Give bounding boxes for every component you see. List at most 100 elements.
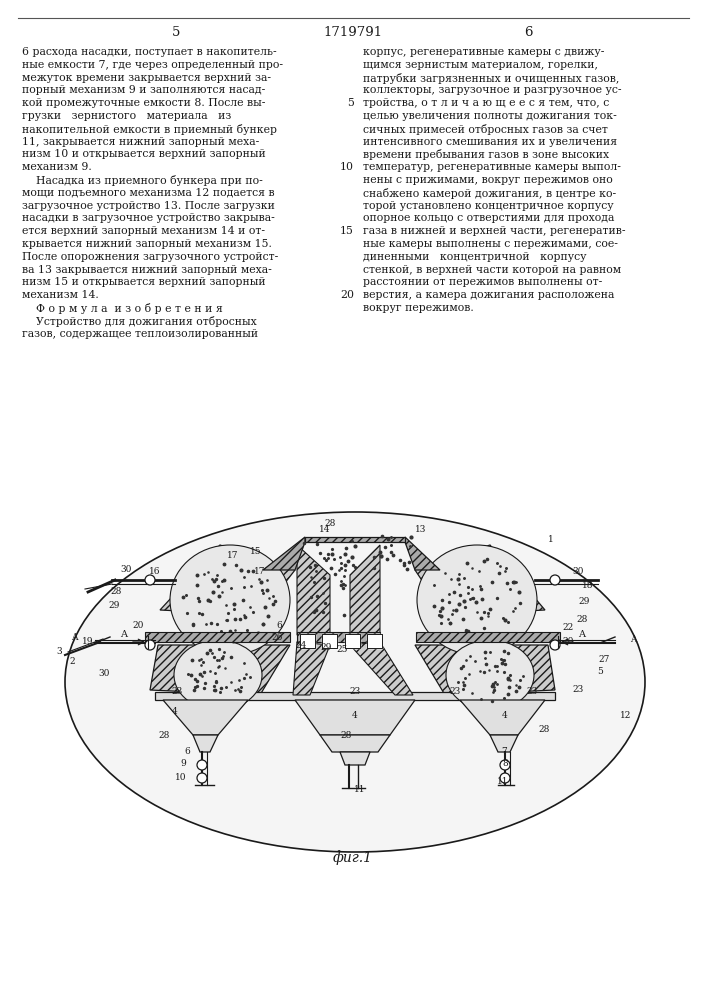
Text: 11: 11 bbox=[496, 778, 508, 786]
Text: 30: 30 bbox=[121, 566, 132, 574]
Text: 20: 20 bbox=[133, 620, 144, 630]
Text: 3: 3 bbox=[57, 648, 62, 656]
Text: времени пребывания газов в зоне высоких: времени пребывания газов в зоне высоких bbox=[363, 149, 609, 160]
Text: 11, закрывается нижний запорный меха-: 11, закрывается нижний запорный меха- bbox=[22, 137, 259, 147]
Text: 23: 23 bbox=[572, 686, 583, 694]
Text: 22: 22 bbox=[562, 624, 573, 633]
Polygon shape bbox=[293, 642, 330, 695]
Circle shape bbox=[500, 773, 510, 783]
Text: 18: 18 bbox=[582, 580, 593, 589]
Text: 23: 23 bbox=[171, 688, 182, 696]
Ellipse shape bbox=[65, 512, 645, 852]
Text: 28: 28 bbox=[340, 730, 351, 740]
Polygon shape bbox=[297, 545, 330, 635]
Text: A: A bbox=[120, 630, 127, 639]
Polygon shape bbox=[416, 632, 560, 642]
Text: 29: 29 bbox=[578, 597, 590, 606]
Ellipse shape bbox=[174, 640, 262, 710]
Text: ные емкости 7, где через определенный про-: ные емкости 7, где через определенный пр… bbox=[22, 60, 283, 70]
Polygon shape bbox=[415, 545, 545, 615]
Polygon shape bbox=[345, 634, 360, 648]
Text: A: A bbox=[630, 636, 636, 645]
Polygon shape bbox=[263, 537, 305, 570]
Text: 10: 10 bbox=[175, 774, 186, 782]
Text: 14: 14 bbox=[318, 526, 330, 534]
Text: загрузочное устройство 13. После загрузки: загрузочное устройство 13. После загрузк… bbox=[22, 201, 275, 211]
Text: 23: 23 bbox=[527, 688, 538, 696]
Text: 13: 13 bbox=[415, 526, 426, 534]
Polygon shape bbox=[150, 645, 290, 695]
Text: 5: 5 bbox=[597, 668, 603, 676]
Text: 27: 27 bbox=[598, 656, 609, 664]
Text: 5: 5 bbox=[347, 98, 354, 108]
Text: Устройство для дожигания отбросных: Устройство для дожигания отбросных bbox=[22, 316, 257, 327]
Text: 9: 9 bbox=[180, 760, 186, 768]
Text: крывается нижний запорный механизм 15.: крывается нижний запорный механизм 15. bbox=[22, 239, 272, 249]
Text: 17: 17 bbox=[226, 550, 238, 560]
Polygon shape bbox=[160, 545, 295, 615]
Text: 30: 30 bbox=[98, 668, 110, 678]
Polygon shape bbox=[295, 700, 415, 735]
Text: межуток времени закрывается верхний за-: межуток времени закрывается верхний за- bbox=[22, 73, 271, 83]
Text: расстоянии от пережимов выполнены от-: расстоянии от пережимов выполнены от- bbox=[363, 277, 602, 287]
Polygon shape bbox=[305, 537, 405, 542]
Text: 24: 24 bbox=[295, 641, 306, 650]
Text: верстия, а камера дожигания расположена: верстия, а камера дожигания расположена bbox=[363, 290, 614, 300]
Text: 23: 23 bbox=[349, 688, 361, 696]
Text: 4: 4 bbox=[502, 710, 508, 720]
Polygon shape bbox=[320, 735, 390, 752]
Text: 6 расхода насадки, поступает в накопитель-: 6 расхода насадки, поступает в накопител… bbox=[22, 47, 276, 57]
Text: целью увеличения полноты дожигания ток-: целью увеличения полноты дожигания ток- bbox=[363, 111, 617, 121]
Circle shape bbox=[145, 640, 155, 650]
Text: низм 10 и открывается верхний запорный: низм 10 и открывается верхний запорный bbox=[22, 149, 266, 159]
Circle shape bbox=[145, 575, 155, 585]
Text: 6: 6 bbox=[185, 748, 190, 756]
Text: 1719791: 1719791 bbox=[323, 25, 382, 38]
Text: ные камеры выполнены с пережимами, сое-: ные камеры выполнены с пережимами, сое- bbox=[363, 239, 618, 249]
Text: 29: 29 bbox=[320, 644, 332, 652]
Text: коллекторы, загрузочное и разгрузочное ус-: коллекторы, загрузочное и разгрузочное у… bbox=[363, 85, 621, 95]
Text: мощи подъемного механизма 12 подается в: мощи подъемного механизма 12 подается в bbox=[22, 188, 274, 198]
Text: A: A bbox=[71, 634, 78, 643]
Text: ется верхний запорный механизм 14 и от-: ется верхний запорный механизм 14 и от- bbox=[22, 226, 265, 236]
Text: сичных примесей отбросных газов за счет: сичных примесей отбросных газов за счет bbox=[363, 124, 608, 135]
Text: 1: 1 bbox=[548, 536, 554, 544]
Text: ва 13 закрывается нижний запорный меха-: ва 13 закрывается нижний запорный меха- bbox=[22, 265, 271, 275]
Polygon shape bbox=[322, 634, 337, 648]
Text: тройства, о т л и ч а ю щ е е с я тем, что, с: тройства, о т л и ч а ю щ е е с я тем, ч… bbox=[363, 98, 609, 108]
Text: газа в нижней и верхней части, регенератив-: газа в нижней и верхней части, регенерат… bbox=[363, 226, 626, 236]
Text: 2: 2 bbox=[69, 658, 75, 666]
Text: щимся зернистым материалом, горелки,: щимся зернистым материалом, горелки, bbox=[363, 60, 598, 70]
Text: 16: 16 bbox=[148, 568, 160, 576]
Text: 29: 29 bbox=[109, 600, 120, 609]
Text: порный механизм 9 и заполняются насад-: порный механизм 9 и заполняются насад- bbox=[22, 85, 265, 95]
Text: нены с прижимами, вокруг пережимов оно: нены с прижимами, вокруг пережимов оно bbox=[363, 175, 613, 185]
Text: механизм 9.: механизм 9. bbox=[22, 162, 92, 172]
Polygon shape bbox=[350, 642, 413, 695]
Polygon shape bbox=[460, 700, 545, 735]
Text: A: A bbox=[578, 630, 585, 639]
Text: 5: 5 bbox=[172, 25, 180, 38]
Text: 19: 19 bbox=[82, 638, 93, 647]
Text: температур, регенеративные камеры выпол-: температур, регенеративные камеры выпол- bbox=[363, 162, 621, 172]
Text: интенсивного смешивания их и увеличения: интенсивного смешивания их и увеличения bbox=[363, 137, 617, 147]
Polygon shape bbox=[300, 634, 315, 648]
Circle shape bbox=[500, 760, 510, 770]
Text: 8: 8 bbox=[502, 760, 508, 768]
Circle shape bbox=[197, 773, 207, 783]
Text: 28: 28 bbox=[576, 614, 588, 624]
Text: фиг.1: фиг.1 bbox=[333, 851, 373, 865]
Text: 6: 6 bbox=[276, 620, 282, 630]
Text: 20: 20 bbox=[562, 638, 573, 647]
Text: После опорожнения загрузочного устройст-: После опорожнения загрузочного устройст- bbox=[22, 252, 279, 262]
Text: 10: 10 bbox=[340, 162, 354, 172]
Ellipse shape bbox=[170, 545, 290, 655]
Text: 12: 12 bbox=[620, 710, 631, 720]
Polygon shape bbox=[490, 735, 518, 752]
Text: патрубки загрязненных и очищенных газов,: патрубки загрязненных и очищенных газов, bbox=[363, 73, 619, 84]
Text: 20: 20 bbox=[340, 290, 354, 300]
Text: насадки в загрузочное устройство закрыва-: насадки в загрузочное устройство закрыва… bbox=[22, 213, 275, 223]
Text: 26: 26 bbox=[271, 633, 283, 642]
Text: корпус, регенеративные камеры с движу-: корпус, регенеративные камеры с движу- bbox=[363, 47, 604, 57]
Text: накопительной емкости в приемный бункер: накопительной емкости в приемный бункер bbox=[22, 124, 277, 135]
